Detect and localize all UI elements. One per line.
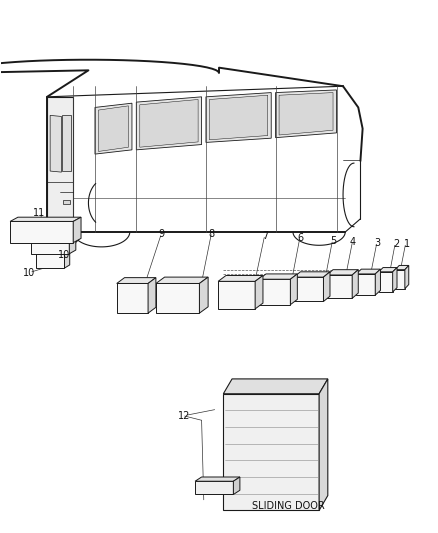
Polygon shape [233,477,240,495]
Polygon shape [356,274,375,295]
Polygon shape [323,272,330,302]
Text: 2: 2 [393,239,399,249]
Polygon shape [156,284,199,313]
Polygon shape [395,270,405,289]
Polygon shape [117,284,148,313]
Text: SLIDING DOOR: SLIDING DOOR [252,501,325,511]
Polygon shape [31,232,76,236]
Text: 6: 6 [298,233,304,244]
Polygon shape [356,269,381,274]
Text: 11: 11 [33,208,45,219]
Polygon shape [50,115,61,172]
Polygon shape [148,278,156,313]
Text: 7: 7 [262,231,268,241]
Polygon shape [69,232,76,254]
Polygon shape [45,228,75,243]
Text: 8: 8 [208,229,215,239]
Polygon shape [379,272,392,292]
Polygon shape [259,279,290,305]
Polygon shape [276,90,336,138]
Polygon shape [199,277,208,313]
Polygon shape [36,250,70,253]
Polygon shape [327,270,358,275]
Polygon shape [156,277,208,284]
Polygon shape [36,253,64,268]
Text: 1: 1 [404,239,410,249]
Polygon shape [255,276,263,309]
Polygon shape [294,277,323,302]
Polygon shape [218,281,255,309]
Polygon shape [223,394,319,511]
Polygon shape [352,270,358,298]
Polygon shape [195,477,240,481]
Polygon shape [99,106,128,151]
Polygon shape [223,379,328,394]
Polygon shape [290,274,297,305]
Text: 4: 4 [350,237,356,247]
Polygon shape [31,236,69,254]
Polygon shape [75,225,79,243]
Polygon shape [392,268,397,292]
Text: 3: 3 [374,238,381,248]
Text: 10: 10 [23,268,35,278]
Polygon shape [73,217,81,243]
Text: 9: 9 [158,229,164,239]
Polygon shape [63,200,70,204]
Polygon shape [395,265,409,270]
Polygon shape [117,278,156,284]
Polygon shape [10,217,81,221]
Polygon shape [136,97,201,150]
Polygon shape [10,221,73,243]
Polygon shape [206,93,271,142]
Polygon shape [209,95,268,140]
Polygon shape [64,250,70,268]
Polygon shape [405,265,409,289]
Polygon shape [279,93,333,135]
Polygon shape [379,268,397,272]
Polygon shape [319,379,328,511]
Polygon shape [218,276,263,281]
Polygon shape [259,274,297,279]
Polygon shape [95,103,132,154]
Polygon shape [140,100,198,147]
Text: 10: 10 [58,250,71,260]
Polygon shape [62,115,71,171]
Polygon shape [195,481,233,495]
Polygon shape [375,269,381,295]
Polygon shape [45,225,79,228]
Text: 5: 5 [330,236,336,246]
Text: 12: 12 [178,411,191,421]
Polygon shape [294,272,330,277]
Polygon shape [47,97,73,219]
Polygon shape [327,275,352,298]
